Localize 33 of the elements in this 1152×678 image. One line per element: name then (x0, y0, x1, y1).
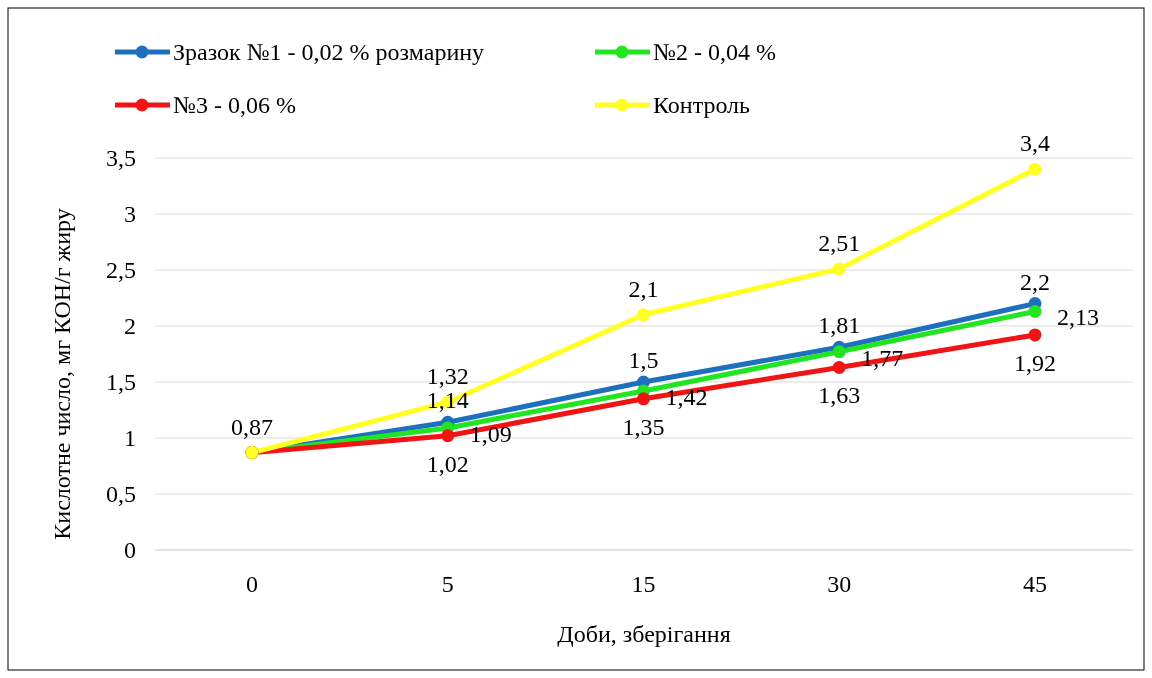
legend-label: Зразок №1 - 0,02 % розмарину (173, 39, 485, 66)
data-label: 1,81 (818, 312, 861, 339)
x-tick-label: 0 (246, 571, 258, 597)
data-label: 1,5 (628, 347, 659, 373)
data-label: 2,13 (1057, 304, 1099, 331)
legend-label: №2 - 0,04 % (653, 39, 776, 66)
y-tick-label: 1,5 (106, 369, 136, 396)
data-label: 2,1 (628, 275, 659, 302)
y-tick-label: 2 (124, 313, 136, 340)
x-tick-label: 45 (1023, 571, 1047, 597)
data-label: 2,51 (818, 229, 861, 256)
data-label: 1,09 (469, 420, 512, 447)
data-label: 1,32 (426, 363, 469, 390)
y-tick-label: 0 (124, 537, 136, 564)
data-label: 3,4 (1020, 130, 1050, 157)
y-tick-label: 2,5 (106, 257, 136, 284)
data-label: 1,92 (1014, 349, 1056, 376)
legend-label: Контроль (653, 92, 751, 119)
legend-label: №3 - 0,06 % (173, 92, 296, 119)
y-axis-title: Кислотне число, мг КОН/г жиру (49, 208, 75, 540)
x-tick-label: 30 (827, 571, 852, 597)
y-tick-label: 0,5 (106, 481, 136, 508)
data-label: 1,02 (426, 450, 469, 477)
y-tick-label: 1 (124, 425, 136, 452)
data-label: 0,87 (231, 413, 273, 440)
x-tick-label: 5 (441, 571, 454, 597)
y-tick-label: 3 (124, 201, 136, 228)
data-label: 1,35 (622, 413, 665, 440)
x-tick-label: 15 (631, 571, 656, 597)
data-label: 1,63 (818, 382, 861, 409)
y-tick-label: 3,5 (106, 145, 136, 172)
x-axis-title: Доби, зберігання (557, 621, 731, 647)
data-label: 2,2 (1020, 268, 1050, 295)
